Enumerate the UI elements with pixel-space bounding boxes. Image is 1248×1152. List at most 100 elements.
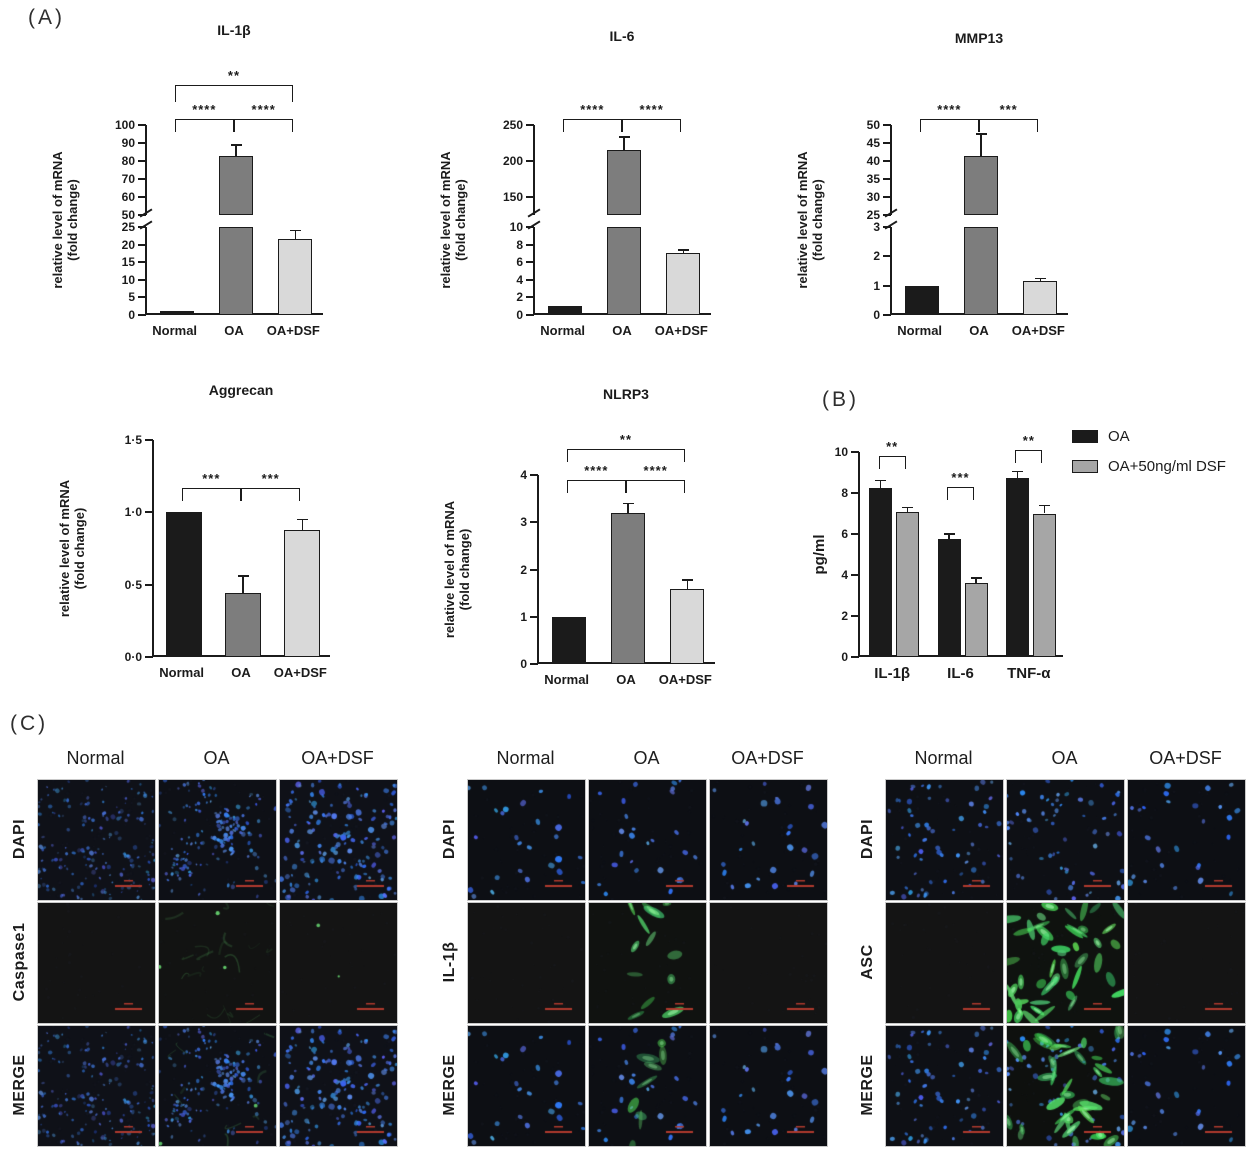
x-category-label-Normal: Normal xyxy=(544,672,590,687)
y-axis-label-line-1: relative level of mRNA xyxy=(438,151,453,289)
column-header-OA+DSF: OA+DSF xyxy=(1149,748,1222,768)
y-axis-label-line-2: (fold change) xyxy=(65,179,80,261)
y-tick-mark xyxy=(883,196,891,198)
y-tick-label: 50 xyxy=(121,208,135,222)
significance-label: **** xyxy=(580,102,605,117)
y-tick-mark xyxy=(138,261,146,264)
chart-il6-mrna: IL-6 relative level of mRNA (fold change) 1… xyxy=(408,10,753,360)
x-category-label-OA+DSF: OA+DSF xyxy=(273,665,327,680)
significance-bracket xyxy=(1015,449,1043,463)
y-tick-label: 6 xyxy=(516,255,523,270)
y-tick-label: 20 xyxy=(121,237,135,252)
y-tick-mark xyxy=(526,278,534,281)
micrograph-MERGE-OA+DSF xyxy=(1127,1025,1246,1147)
y-tick-label: 0 xyxy=(128,308,135,322)
chart-il1b-mrna: IL-1β relative level of mRNA (fold change)… xyxy=(20,10,365,360)
y-tick-mark xyxy=(851,574,859,576)
micrograph-DAPI-OA+DSF xyxy=(709,779,828,901)
y-tick-mark xyxy=(138,314,146,316)
x-category-label-OA+DSF: OA+DSF xyxy=(1011,323,1065,338)
bar-mmp13-OA xyxy=(964,155,998,215)
x-category-label-OA: OA xyxy=(969,323,989,338)
significance-label: *** xyxy=(261,470,280,486)
column-header-OA+DSF: OA+DSF xyxy=(731,748,804,768)
error-bar-line xyxy=(879,480,882,488)
error-bar-line xyxy=(906,507,909,513)
y-tick-mark xyxy=(145,583,153,586)
y-tick-label: 4 xyxy=(520,468,527,482)
x-category-label-Normal: Normal xyxy=(152,323,198,338)
significance-bracket xyxy=(979,119,1039,132)
plot-area: 0·0 0·5 1·0 1·5 xyxy=(125,433,330,664)
y-tick-mark xyxy=(851,492,859,494)
micrograph-DAPI-OA+DSF xyxy=(279,779,398,901)
plot-segment: 0 5 10 15 20 25 xyxy=(122,220,323,322)
error-bar-line xyxy=(235,144,237,156)
y-tick-label: 2 xyxy=(841,609,848,623)
micrograph-MERGE-Normal xyxy=(885,1025,1004,1147)
error-bar-cap xyxy=(975,133,987,135)
column-header-Normal: Normal xyxy=(496,748,555,768)
bar-nlrp3-OA+DSF xyxy=(670,589,705,664)
significance-bracket xyxy=(878,456,906,470)
error-bar-cap xyxy=(618,136,630,139)
y-tick-mark xyxy=(526,226,534,228)
y-tick-mark xyxy=(530,521,538,524)
immunofluorescence-grid-asc: Normal OA OA+DSF DAPI ASC MERGE xyxy=(859,748,1248,1148)
y-tick-label: 5 xyxy=(128,290,135,305)
error-bar-cap xyxy=(622,502,634,505)
error-bar-cap xyxy=(237,575,249,577)
chart-title: NLRP3 xyxy=(603,386,649,402)
significance-bracket xyxy=(947,486,974,500)
micrograph-MERGE-Normal xyxy=(37,1025,156,1147)
x-category-label-OA+DSF: OA+DSF xyxy=(266,323,320,338)
error-bar-cap xyxy=(296,518,308,521)
row-label-DAPI: DAPI xyxy=(859,818,876,860)
chart-nlrp3-mrna: NLRP3 relative level of mRNA (fold change)… xyxy=(412,370,757,720)
y-tick-mark xyxy=(530,568,538,571)
y-tick-label: 1·5 xyxy=(124,433,142,447)
y-tick-label: 4 xyxy=(841,568,848,582)
micrograph-IL-1β-Normal xyxy=(467,902,586,1024)
row-label-MERGE: MERGE xyxy=(11,1054,28,1116)
y-tick-label: 0·5 xyxy=(124,577,142,592)
chart-title: Aggrecan xyxy=(208,382,274,398)
y-tick-label: 35 xyxy=(866,172,880,186)
legend-label-OA: OA xyxy=(1108,428,1130,445)
x-category-label-OA: OA xyxy=(224,323,244,338)
micrograph-MERGE-OA xyxy=(588,1025,707,1147)
significance-bracket xyxy=(566,479,626,493)
error-bar-line xyxy=(686,579,689,590)
significance-bracket xyxy=(562,119,622,132)
column-header-OA: OA xyxy=(203,748,230,768)
y-axis-label-line-1: relative level of mRNA xyxy=(57,479,72,618)
x-category-label-Normal: Normal xyxy=(159,665,205,680)
error-bar-line xyxy=(627,503,629,513)
y-tick-label: 1 xyxy=(873,278,880,293)
y-tick-label: 2 xyxy=(516,290,523,305)
y-tick-mark xyxy=(526,314,534,316)
y-tick-label: 1 xyxy=(520,609,527,624)
error-bar-cap xyxy=(681,579,693,581)
y-tick-label: 3 xyxy=(873,220,880,234)
bar-OA+50ng/ml DSF-IL-1β xyxy=(896,512,920,657)
y-tick-label: 0 xyxy=(841,650,848,664)
significance-bracket xyxy=(181,487,241,501)
y-tick-label: 30 xyxy=(866,190,880,204)
y-tick-label: 0 xyxy=(520,657,527,671)
micrograph-DAPI-Normal xyxy=(37,779,156,901)
significance-label: ** xyxy=(227,68,241,83)
y-tick-label: 2 xyxy=(873,249,880,264)
axis-break-mark xyxy=(884,208,898,218)
bar-OA+50ng/ml DSF-TNF-α xyxy=(1032,513,1056,657)
y-axis-label-line-1: relative level of mRNA xyxy=(50,151,65,289)
y-tick-label: 3 xyxy=(520,515,527,530)
row-label-DAPI: DAPI xyxy=(441,818,458,860)
y-tick-mark xyxy=(138,124,146,126)
bar-il6-OA+DSF xyxy=(666,253,701,315)
error-bar-cap xyxy=(902,506,914,509)
error-bar-cap xyxy=(1034,277,1046,280)
significance-label: **** xyxy=(643,462,668,478)
bar-il6-Normal xyxy=(547,306,582,315)
x-category-label-TNF-α: TNF-α xyxy=(1007,665,1051,682)
